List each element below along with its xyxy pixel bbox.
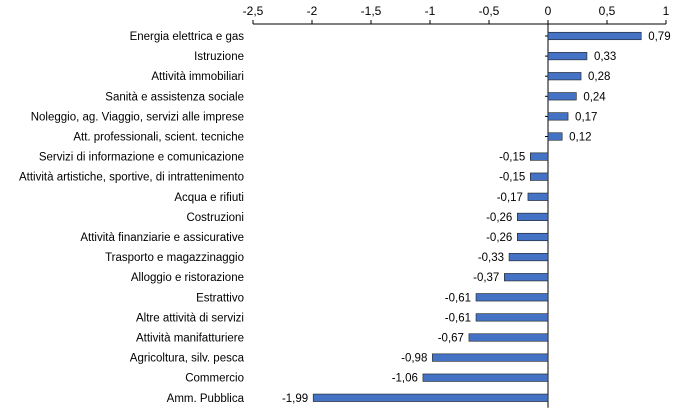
category-label: Acqua e rifiuti [174, 192, 244, 204]
x-axis: -2,5 -2 -1,5 -1 -0,5 0 0,5 1 [243, 4, 670, 408]
data-label: 0,28 [588, 71, 610, 83]
data-label: -0,26 [486, 232, 512, 244]
data-label: 0,17 [575, 111, 597, 123]
bar [468, 333, 549, 342]
bar [312, 393, 549, 402]
bar [475, 293, 549, 302]
data-label: -0,61 [445, 312, 471, 324]
category-label: Energia elettrica e gas [130, 31, 245, 43]
category-label: Agricoltura, silv. pesca [130, 353, 245, 365]
data-label: -0,37 [473, 272, 499, 284]
bars [312, 31, 642, 402]
data-label: -1,99 [282, 393, 308, 405]
category-label: Trasporto e magazzinaggio [105, 252, 244, 264]
bar [529, 172, 549, 181]
category-label: Attività finanziarie e assicurative [80, 232, 244, 244]
bar [517, 232, 549, 242]
data-labels: 0,79 0,33 0,28 0,24 0,17 0,12 -0,15 -0,15 -0,17 -… [282, 31, 671, 405]
data-label: -0,98 [401, 353, 427, 365]
category-label: Costruzioni [186, 212, 244, 224]
data-label: -0,33 [478, 252, 504, 264]
category-label: Attività artistiche, sportive, di intrat… [19, 172, 244, 184]
bar [547, 92, 577, 101]
data-label: -0,15 [499, 172, 525, 184]
x-tick-label: -2,5 [243, 4, 264, 18]
category-label: Servizi di informazione e comunicazione [39, 152, 244, 164]
bar [547, 132, 563, 141]
category-label: Sanità e assistenza sociale [105, 91, 244, 103]
bar [422, 373, 549, 382]
bar [547, 31, 642, 41]
category-label: Att. professionali, scient. tecniche [73, 132, 244, 144]
bar [432, 353, 549, 362]
bar [508, 253, 549, 262]
bar [527, 192, 549, 201]
bar [529, 152, 549, 161]
category-label: Attività manifatturiere [136, 333, 244, 345]
category-label: Amm. Pubblica [167, 393, 245, 405]
category-label: Attività immobiliari [151, 71, 244, 83]
bar [547, 72, 582, 81]
bar [547, 112, 569, 121]
category-label: Altre attività di servizi [136, 312, 244, 324]
x-tick-label: 1 [663, 4, 670, 18]
data-label: -0,17 [497, 192, 523, 204]
data-label: 0,12 [569, 132, 591, 144]
x-tick-label: -0,5 [479, 4, 500, 18]
x-tick-label: 0,5 [599, 4, 616, 18]
data-label: 0,33 [594, 51, 616, 63]
data-label: -0,26 [486, 212, 512, 224]
x-tick-label: -2 [307, 4, 318, 18]
data-label: -0,61 [445, 292, 471, 304]
x-tick-label: -1 [425, 4, 436, 18]
category-label: Noleggio, ag. Viaggio, servizi alle impr… [31, 111, 244, 123]
bar [504, 273, 549, 282]
x-tick-label: -1,5 [361, 4, 382, 18]
bar [475, 313, 549, 322]
category-label: Istruzione [194, 51, 244, 63]
data-label: -1,06 [392, 373, 418, 385]
bar [547, 52, 588, 61]
data-label: -0,15 [499, 152, 525, 164]
data-label: 0,79 [648, 31, 670, 43]
category-label: Estrattivo [196, 292, 244, 304]
category-label: Alloggio e ristorazione [131, 272, 244, 284]
data-label: 0,24 [583, 91, 606, 103]
bar [517, 212, 549, 221]
data-label: -0,67 [438, 333, 464, 345]
category-labels: Energia elettrica e gas Istruzione Attivit… [19, 31, 245, 405]
x-tick-label: 0 [545, 4, 552, 18]
category-label: Commercio [185, 373, 244, 385]
